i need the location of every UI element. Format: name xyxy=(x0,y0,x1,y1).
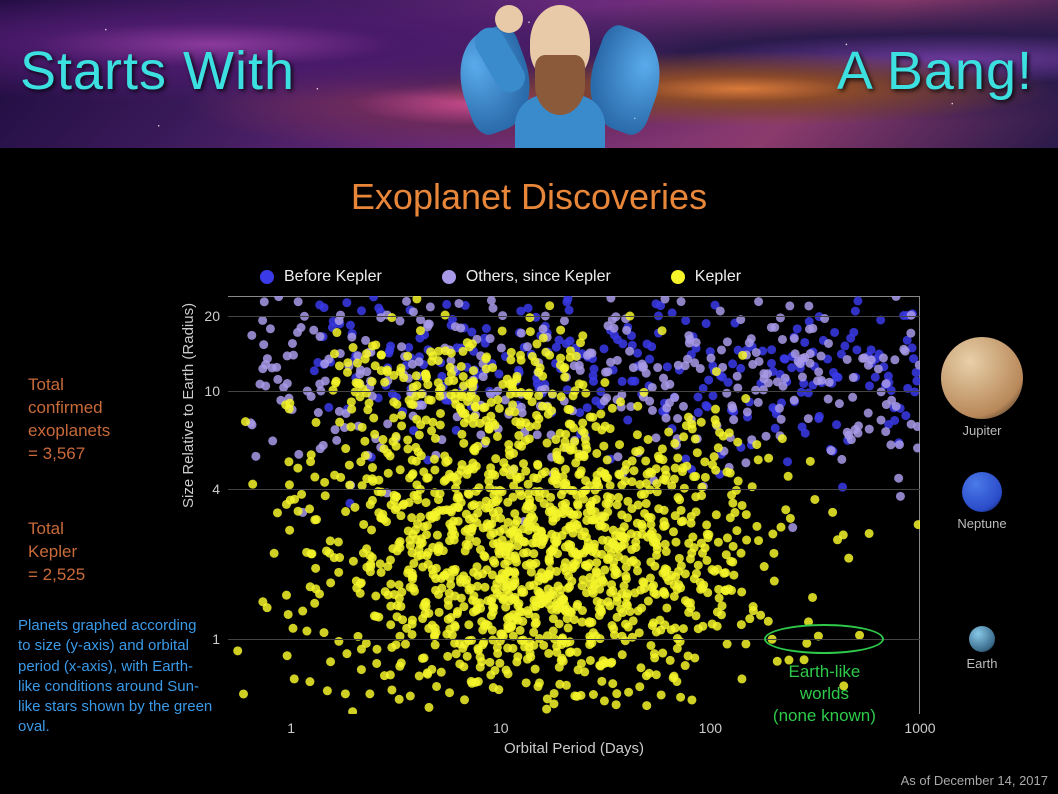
stat-value: = 2,525 xyxy=(28,565,85,584)
reference-planet-neptune: Neptune xyxy=(932,472,1032,531)
stat-value: = 3,567 xyxy=(28,444,85,463)
x-tick-label: 1 xyxy=(271,720,311,736)
planet-label: Neptune xyxy=(932,516,1032,531)
x-tick-label: 10 xyxy=(481,720,521,736)
chart-title: Exoplanet Discoveries xyxy=(0,176,1058,218)
legend-dot xyxy=(442,270,456,284)
planet-label: Earth xyxy=(932,656,1032,671)
banner-title-right: A Bang! xyxy=(837,40,1033,102)
legend-dot xyxy=(260,270,274,284)
earthlike-label: Earth-like worlds (none known) xyxy=(754,661,894,727)
banner-title-left: Starts With xyxy=(20,40,295,102)
legend-item-kepler: Kepler xyxy=(671,268,741,286)
planet-icon xyxy=(941,337,1023,419)
legend-dot xyxy=(671,270,685,284)
legend-label: Before Kepler xyxy=(284,268,382,286)
gridline xyxy=(228,316,920,317)
y-axis-title: Size Relative to Earth (Radius) xyxy=(180,303,197,508)
banner-figure xyxy=(470,0,670,148)
planet-icon xyxy=(962,472,1002,512)
caption: Planets graphed according to size (y-axi… xyxy=(18,616,213,738)
x-tick-label: 1000 xyxy=(900,720,940,736)
reference-planet-jupiter: Jupiter xyxy=(932,337,1032,438)
asof-text: As of December 14, 2017 xyxy=(901,773,1048,788)
stat-label: TotalKepler xyxy=(28,519,77,561)
legend-label: Others, since Kepler xyxy=(466,268,611,286)
planet-label: Jupiter xyxy=(932,423,1032,438)
x-axis-title: Orbital Period (Days) xyxy=(228,740,920,757)
gridline xyxy=(228,489,920,490)
stat-label: Totalconfirmedexoplanets xyxy=(28,375,110,440)
x-tick-label: 100 xyxy=(690,720,730,736)
legend-label: Kepler xyxy=(695,268,741,286)
stat-total-confirmed: Totalconfirmedexoplanets = 3,567 xyxy=(28,374,110,466)
legend-item-others: Others, since Kepler xyxy=(442,268,611,286)
stat-total-kepler: TotalKepler = 2,525 xyxy=(28,518,85,587)
legend-item-before-kepler: Before Kepler xyxy=(260,268,382,286)
chart-container: Exoplanet Discoveries Before Kepler Othe… xyxy=(0,148,1058,794)
banner: Starts With A Bang! xyxy=(0,0,1058,148)
gridline xyxy=(228,391,920,392)
legend: Before Kepler Others, since Kepler Keple… xyxy=(260,268,920,286)
planet-icon xyxy=(969,626,995,652)
reference-planet-earth: Earth xyxy=(932,626,1032,671)
